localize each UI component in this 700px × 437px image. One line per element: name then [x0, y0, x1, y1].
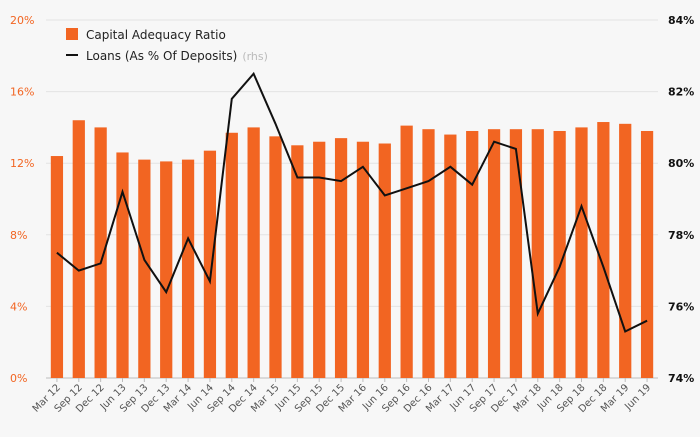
- bar: [95, 127, 107, 378]
- legend-swatch-bar: [66, 28, 78, 40]
- svg-text:Loans (As % Of Deposits)(rhs): Loans (As % Of Deposits) (rhs): [86, 49, 268, 63]
- bar: [291, 145, 303, 378]
- gridlines: [46, 20, 658, 378]
- left-y-tick-label: 16%: [10, 86, 34, 99]
- bar: [357, 142, 369, 378]
- bar: [466, 131, 478, 378]
- bar: [401, 126, 413, 378]
- left-y-tick-label: 8%: [10, 229, 27, 242]
- bar: [510, 129, 522, 378]
- legend-label-bar: Capital Adequacy Ratio: [86, 28, 226, 42]
- bar: [488, 129, 500, 378]
- bar: [422, 129, 434, 378]
- bar: [379, 144, 391, 378]
- legend: Capital Adequacy Ratio Loans (As % Of De…: [66, 28, 268, 63]
- bar: [641, 131, 653, 378]
- right-y-tick-label: 76%: [668, 300, 694, 313]
- left-y-tick-label: 4%: [10, 300, 27, 313]
- right-y-tick-label: 84%: [668, 14, 694, 27]
- legend-label-line: Loans (As % Of Deposits): [86, 49, 237, 63]
- left-y-tick-label: 0%: [10, 372, 27, 385]
- bar: [204, 151, 216, 378]
- bar: [597, 122, 609, 378]
- right-y-tick-label: 74%: [668, 372, 694, 385]
- bar: [138, 160, 150, 378]
- bar: [248, 127, 260, 378]
- bar: [269, 136, 281, 378]
- bar: [182, 160, 194, 378]
- bar: [116, 152, 128, 378]
- bar: [51, 156, 63, 378]
- bar: [226, 133, 238, 378]
- left-y-tick-label: 20%: [10, 14, 34, 27]
- right-y-tick-label: 78%: [668, 229, 694, 242]
- bar: [160, 161, 172, 378]
- left-y-tick-label: 12%: [10, 157, 34, 170]
- right-y-tick-label: 80%: [668, 157, 694, 170]
- bar: [73, 120, 85, 378]
- bar: [335, 138, 347, 378]
- right-y-axis: 74% 76% 78% 80% 82% 84%: [668, 14, 694, 385]
- bar: [532, 129, 544, 378]
- legend-label-rhs-note: (rhs): [242, 50, 268, 63]
- bar: [575, 127, 587, 378]
- left-y-axis: 0% 4% 8% 12% 16% 20%: [10, 14, 34, 385]
- bar: [619, 124, 631, 378]
- right-y-tick-label: 82%: [668, 86, 694, 99]
